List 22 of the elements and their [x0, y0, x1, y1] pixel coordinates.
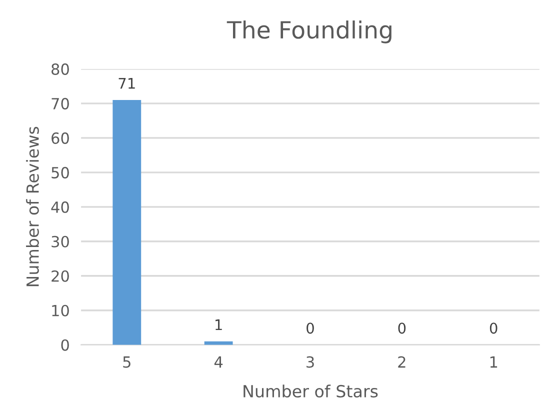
- x-tick-label: 3: [306, 356, 314, 368]
- data-label: 0: [490, 322, 498, 334]
- data-label: 1: [216, 319, 222, 330]
- x-axis-title: Number of Stars: [244, 384, 378, 398]
- x-tick-label: 4: [214, 356, 223, 368]
- y-tick-label: 10: [52, 304, 69, 316]
- y-tick-label: 20: [52, 270, 69, 282]
- x-tick-label: 2: [398, 356, 406, 368]
- data-label: 71: [118, 78, 135, 89]
- x-tick-label: 5: [123, 356, 130, 368]
- data-label: 0: [398, 322, 406, 334]
- y-tick-label: 0: [61, 339, 69, 351]
- y-tick-label: 30: [52, 236, 69, 248]
- y-tick-label: 80: [52, 63, 69, 75]
- x-tick-label: 1: [490, 356, 498, 368]
- y-tick-label: 60: [52, 132, 69, 144]
- chart-title: The Foundling: [226, 20, 392, 44]
- data-label: 0: [306, 322, 314, 334]
- y-tick-label: 70: [52, 98, 69, 110]
- y-tick-label: 40: [51, 201, 69, 213]
- y-tick-label: 50: [52, 166, 69, 178]
- y-axis-title: Number of Reviews: [26, 126, 39, 286]
